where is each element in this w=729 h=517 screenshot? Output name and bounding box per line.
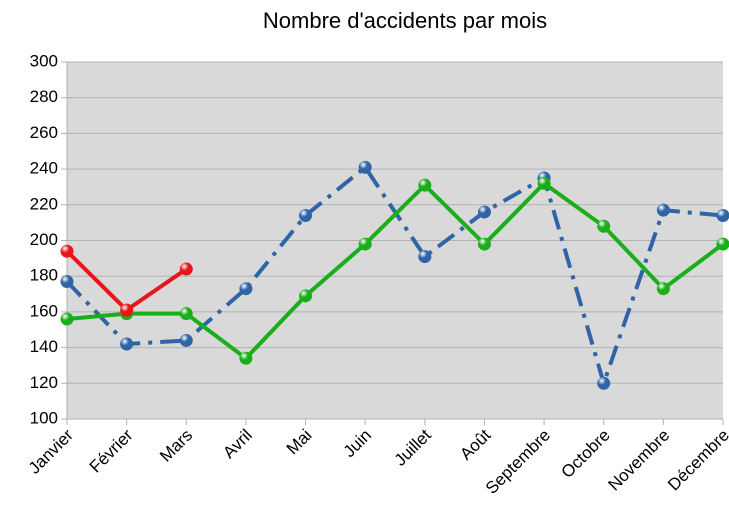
point <box>120 337 134 351</box>
point <box>477 205 491 219</box>
x-tick-label: Juillet <box>391 425 435 469</box>
point <box>597 376 611 390</box>
y-tick-label: 200 <box>30 230 58 249</box>
y-tick-label: 140 <box>30 337 58 356</box>
x-tick-label: Avril <box>219 426 256 463</box>
point <box>537 176 551 190</box>
x-tick-label: Août <box>456 425 494 463</box>
series-line <box>66 180 725 361</box>
point <box>60 244 74 258</box>
x-tick-label: Janvier <box>25 425 77 477</box>
point <box>656 203 670 217</box>
point <box>299 209 313 223</box>
y-tick-label: 220 <box>30 194 58 213</box>
y-tick-label: 120 <box>30 373 58 392</box>
point <box>239 351 253 365</box>
y-tick-label: 160 <box>30 301 58 320</box>
point <box>60 275 74 289</box>
x-tick-label: Octobre <box>558 426 614 482</box>
y-tick-label: 300 <box>30 51 58 70</box>
point <box>179 333 193 347</box>
chart-title: Nombre d'accidents par mois <box>263 8 547 33</box>
point <box>358 237 372 251</box>
point <box>358 160 372 174</box>
x-tick-label: Septembre <box>482 426 554 498</box>
point <box>477 237 491 251</box>
y-tick-label: 180 <box>30 266 58 285</box>
x-tick-label: Juin <box>340 426 375 461</box>
point <box>597 219 611 233</box>
point <box>120 303 134 317</box>
point <box>239 282 253 296</box>
x-tick-label: Février <box>86 425 137 476</box>
y-tick-label: 100 <box>30 408 58 427</box>
point <box>418 250 432 264</box>
x-tick-label: Décembre <box>664 426 729 495</box>
point <box>299 289 313 303</box>
x-tick-label: Mars <box>156 426 196 466</box>
point <box>179 307 193 321</box>
x-tick-label: Novembre <box>604 426 673 495</box>
point <box>716 237 729 251</box>
y-tick-label: 240 <box>30 159 58 178</box>
point <box>60 312 74 326</box>
point <box>656 282 670 296</box>
point <box>179 262 193 276</box>
x-tick-label: Mai <box>283 426 316 459</box>
y-tick-label: 280 <box>30 87 58 106</box>
point <box>418 178 432 192</box>
point <box>716 209 729 223</box>
y-tick-label: 260 <box>30 123 58 142</box>
